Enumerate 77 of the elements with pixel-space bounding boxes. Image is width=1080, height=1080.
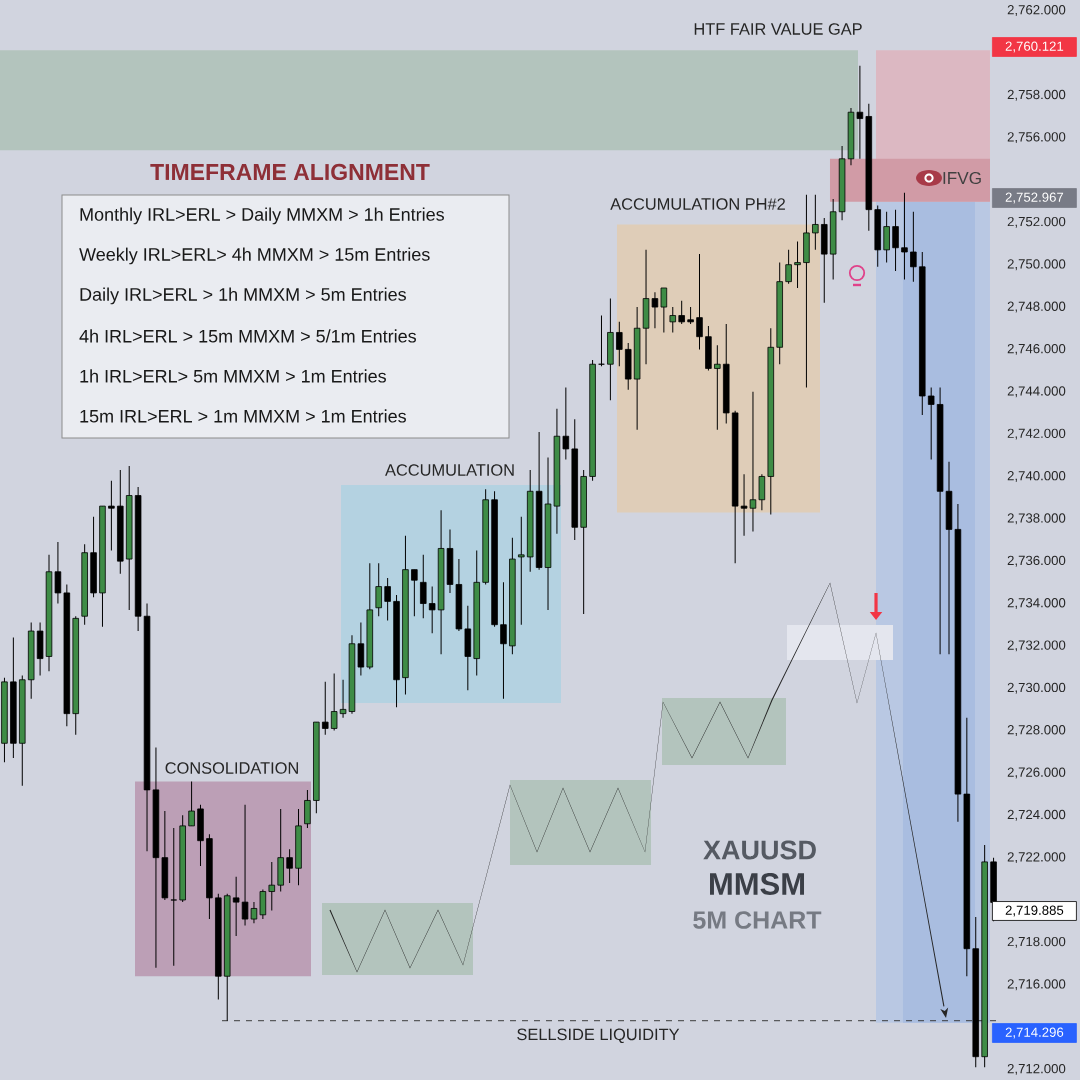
y-tick-label: 2,712.000 xyxy=(1007,1063,1066,1075)
candlestick xyxy=(714,344,721,431)
y-tick-label: 2,762.000 xyxy=(1007,5,1066,17)
annotation: 15m IRL>ERL > 1m MMXM > 1m Entries xyxy=(80,409,406,423)
y-tick-label: 2,750.000 xyxy=(1007,259,1066,271)
candlestick xyxy=(428,586,436,634)
text: XAUUSD xyxy=(703,840,816,860)
y-tick-label: 2,726.000 xyxy=(1007,767,1066,779)
band-label: HTF FAIR VALUE GAP xyxy=(694,23,862,35)
candlestick xyxy=(856,65,864,160)
annotation: 1h IRL>ERL> 5m MMXM > 1m Entries xyxy=(80,369,386,383)
candlestick xyxy=(170,827,178,967)
candlestick xyxy=(357,622,365,677)
y-tick-label: 2,722.000 xyxy=(1007,852,1066,864)
candlestick xyxy=(562,387,570,461)
candlestick xyxy=(812,194,819,251)
y-tick-label: 2,752.000 xyxy=(1007,216,1066,228)
y-tick-label: 2,746.000 xyxy=(1007,343,1066,355)
annotation: Monthly IRL>ERL > Daily MMXM > 1h Entries xyxy=(80,207,444,225)
candlestick xyxy=(188,780,195,827)
text: 2,752.967 xyxy=(1005,192,1064,204)
annotation: Weekly IRL>ERL> 4h MMXM > 15m Entries xyxy=(79,247,430,265)
y-tick-label: 2,728.000 xyxy=(1007,725,1066,737)
annotation: TIMEFRAME ALIGNMENT xyxy=(150,163,430,181)
y-tick-label: 2,756.000 xyxy=(1007,132,1066,144)
y-tick-label: 2,758.000 xyxy=(1007,89,1066,101)
y-tick-label: 2,718.000 xyxy=(1007,936,1066,948)
band-label: CONSOLIDATION xyxy=(165,762,298,774)
y-tick-label: 2,732.000 xyxy=(1007,640,1066,652)
annotation: 5M CHART xyxy=(693,911,822,929)
annotation: Daily IRL>ERL > 1h MMXM > 5m Entries xyxy=(80,287,406,305)
candlestick xyxy=(910,211,917,283)
candlestick xyxy=(927,387,935,461)
candlestick xyxy=(411,569,418,617)
candlestick xyxy=(286,848,293,884)
y-tick-label: 2,744.000 xyxy=(1007,386,1066,398)
candlestick xyxy=(321,681,329,736)
candlestick xyxy=(669,306,677,333)
ref-line-label: SELLSIDE LIQUIDITY xyxy=(517,1028,680,1044)
y-tick-label: 2,716.000 xyxy=(1007,979,1066,991)
band-label: IFVG xyxy=(943,171,981,185)
y-tick-label: 2,748.000 xyxy=(1007,301,1066,313)
candlestick xyxy=(892,209,899,272)
candlestick xyxy=(518,516,525,626)
candlestick xyxy=(108,480,115,552)
annotation: 4h IRL>ERL > 15m MMXM > 5/1m Entries xyxy=(79,329,416,343)
y-tick-label: 2,736.000 xyxy=(1007,555,1066,567)
y-tick-label: 2,730.000 xyxy=(1007,682,1066,694)
band-label: ACCUMULATION PH#2 xyxy=(610,198,785,210)
y-tick-label: 2,740.000 xyxy=(1007,471,1066,482)
candlestick xyxy=(259,888,267,920)
y-tick-label: 2,738.000 xyxy=(1007,513,1066,525)
candlestick xyxy=(384,577,391,621)
candlestick xyxy=(304,789,311,829)
candlestick xyxy=(375,562,382,617)
candlestick xyxy=(232,876,240,937)
candlestick xyxy=(660,287,668,333)
candlestick xyxy=(268,861,276,912)
text: MMSM xyxy=(710,873,805,895)
candlestick xyxy=(794,240,801,289)
y-tick-label: 2,734.000 xyxy=(1007,598,1066,609)
text: 2,719.885 xyxy=(1005,905,1064,917)
candlestick xyxy=(500,581,507,700)
text: 2,714.296 xyxy=(1005,1027,1064,1039)
candlestick xyxy=(785,249,792,285)
candlestick xyxy=(330,672,338,732)
candlestick xyxy=(901,192,908,281)
band-label: ACCUMULATION xyxy=(385,464,514,476)
candlestick xyxy=(616,321,623,367)
candlestick xyxy=(678,300,685,325)
candlestick xyxy=(696,253,703,350)
candlestick xyxy=(883,211,890,264)
y-tick-label: 2,742.000 xyxy=(1007,428,1066,440)
candlestick xyxy=(758,473,766,511)
candlestick xyxy=(420,554,427,619)
text: 2,760.121 xyxy=(1005,41,1064,53)
y-tick-label: 2,724.000 xyxy=(1007,809,1066,821)
